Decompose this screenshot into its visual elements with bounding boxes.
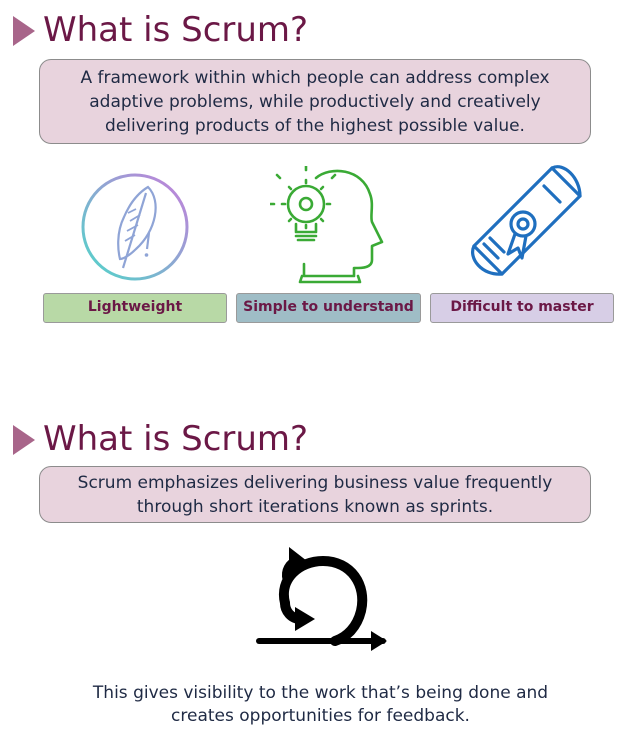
section1-definition-text: A framework within which people can addr… xyxy=(80,67,550,136)
head-gear-bulb-icon xyxy=(270,166,384,284)
label-difficult-to-master: Difficult to master xyxy=(430,293,614,323)
section2-definition-text: Scrum emphasizes delivering business val… xyxy=(77,472,553,517)
bullet-triangle-icon xyxy=(13,16,35,46)
label-simple-to-understand: Simple to understand xyxy=(236,293,421,323)
label-lightweight: Lightweight xyxy=(43,293,227,323)
section2-title: What is Scrum? xyxy=(43,419,309,459)
feather-icon xyxy=(81,173,189,281)
bullet-triangle-icon xyxy=(13,425,35,455)
sprint-cycle-arrow-icon xyxy=(256,547,387,651)
section1-title: What is Scrum? xyxy=(43,10,309,50)
section1-definition-box: A framework within which people can addr… xyxy=(39,59,591,144)
section2-definition-box: Scrum emphasizes delivering business val… xyxy=(39,466,591,523)
diploma-scroll-icon xyxy=(471,165,582,276)
section2-footer-text: This gives visibility to the work that’s… xyxy=(92,683,549,726)
